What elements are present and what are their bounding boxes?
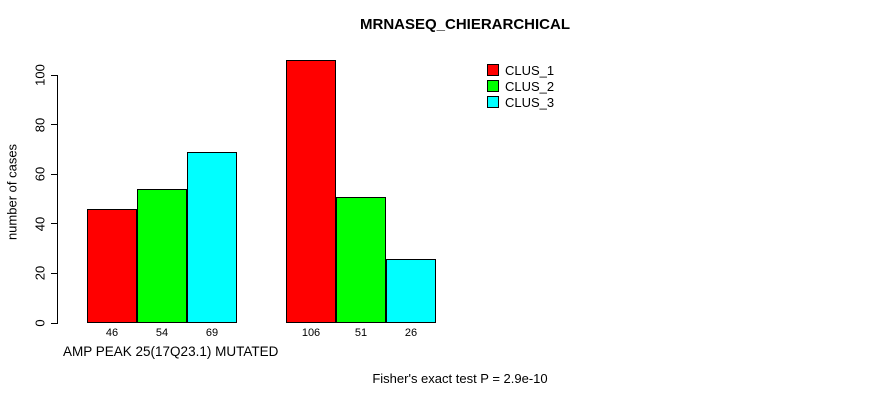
- legend-item-clus_3: CLUS_3: [487, 94, 554, 110]
- legend-swatch-icon: [487, 64, 499, 76]
- legend-label: CLUS_1: [505, 62, 555, 78]
- y-tick-mark: [51, 223, 58, 225]
- bar-value-label: 46: [105, 327, 119, 339]
- legend-item-clus_2: CLUS_2: [487, 78, 554, 94]
- y-tick-mark: [51, 272, 58, 274]
- bar-clus_3-group2: [386, 258, 436, 323]
- bar-clus_1-group2: [286, 60, 336, 323]
- y-tick-mark: [51, 124, 58, 126]
- chart-title: MRNASEQ_CHIERARCHICAL: [359, 16, 571, 33]
- bar-clus_2-group1: [137, 189, 187, 323]
- legend-label: CLUS_2: [505, 78, 555, 94]
- bar-clus_3-group1: [187, 151, 237, 323]
- x-axis-label: AMP PEAK 25(17Q23.1) MUTATED: [63, 344, 279, 359]
- y-tick-mark: [51, 74, 58, 76]
- legend-swatch-icon: [487, 80, 499, 92]
- legend-swatch-icon: [487, 96, 499, 108]
- fisher-test-annotation: Fisher's exact test P = 2.9e-10: [372, 371, 548, 386]
- y-tick-label: 100: [32, 64, 48, 86]
- bar-value-label: 106: [301, 327, 321, 339]
- bar-clus_1-group1: [87, 208, 137, 323]
- bar-clus_2-group2: [336, 196, 386, 323]
- bar-value-label: 54: [155, 327, 169, 339]
- bar-value-label: 26: [404, 327, 418, 339]
- y-tick-label: 40: [32, 216, 48, 232]
- legend-item-clus_1: CLUS_1: [487, 62, 554, 78]
- y-axis-title: number of cases: [4, 143, 20, 241]
- y-tick-mark: [51, 322, 58, 324]
- bar-value-label: 69: [205, 327, 219, 339]
- y-tick-label: 60: [32, 166, 48, 182]
- bar-value-label: 51: [354, 327, 368, 339]
- y-tick-label: 20: [32, 266, 48, 281]
- y-tick-label: 0: [32, 319, 48, 327]
- y-tick-mark: [51, 173, 58, 175]
- y-tick-label: 80: [32, 117, 48, 132]
- legend: CLUS_1 CLUS_2 CLUS_3: [487, 62, 554, 110]
- legend-label: CLUS_3: [505, 94, 555, 110]
- y-axis-line: [57, 75, 58, 324]
